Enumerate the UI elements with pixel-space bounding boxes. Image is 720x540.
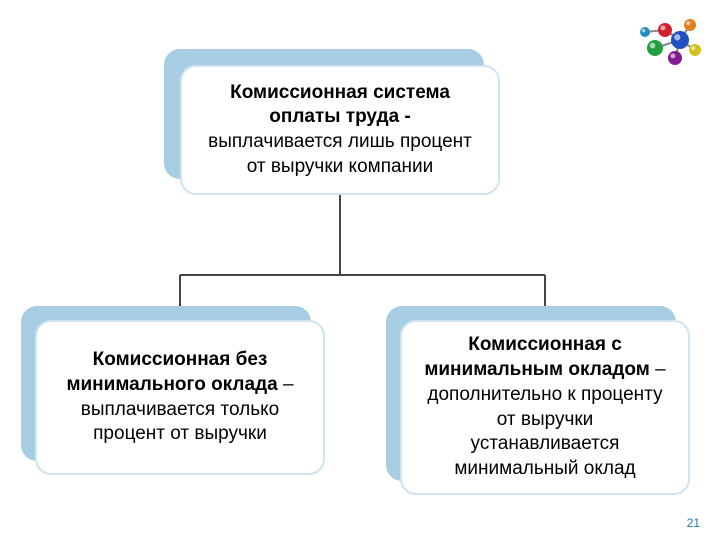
child-1-text: Комиссионная с минимальным окладом –допо… [422,333,668,481]
root-rest: выплачивается лишь процент от выручки ко… [208,131,472,177]
root-bold: Комиссионная система оплаты труда - [230,82,450,128]
page-number: 21 [687,516,700,530]
child-1-node: Комиссионная с минимальным окладом –допо… [400,320,690,495]
child-0-bold: Комиссионная без минимального оклада [66,349,277,395]
child-0-node: Комиссионная без минимального оклада – в… [35,320,325,475]
child-0-text: Комиссионная без минимального оклада – в… [57,348,303,447]
connector-v-root [339,195,341,275]
child-1-bold: Комиссионная с минимальным окладом [424,334,650,380]
connector-h [180,274,545,276]
root-text: Комиссионная система оплаты труда - выпл… [202,81,478,180]
connector-v-left [179,275,181,306]
molecule-decoration [630,10,710,70]
root-node: Комиссионная система оплаты труда - выпл… [180,65,500,195]
connector-v-right [544,275,546,306]
diagram-container: Комиссионная система оплаты труда - выпл… [0,0,720,540]
